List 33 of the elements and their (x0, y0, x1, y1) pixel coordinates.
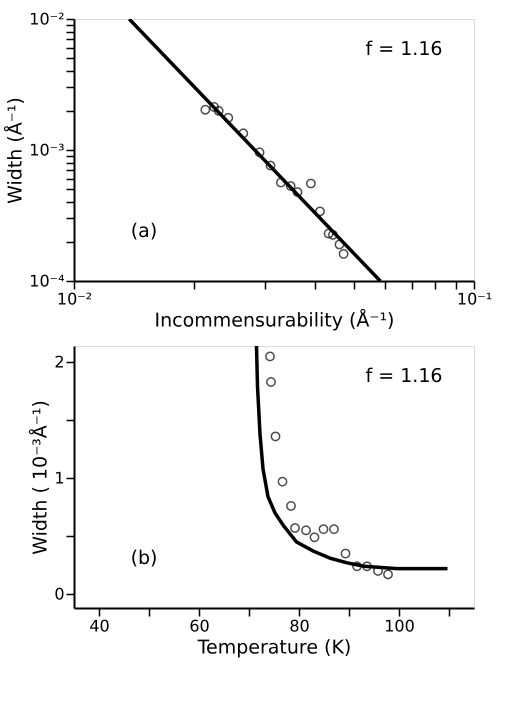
point (286, 501, 296, 511)
x-tick-label: 100 (384, 616, 415, 636)
x-tick-label: 60 (189, 616, 210, 636)
annotation: (b) (130, 547, 158, 569)
annotation: f = 1.16 (366, 38, 442, 60)
point (265, 352, 275, 362)
point (290, 523, 300, 533)
y-tick-label: 1 (54, 468, 64, 488)
y-axis-title: Width ( 10⁻³Å⁻¹) (28, 400, 52, 555)
point (301, 525, 311, 536)
x-tick-label: 10⁻¹ (456, 290, 492, 308)
point (310, 532, 320, 542)
annotation: f = 1.16 (366, 365, 442, 387)
x-tick-label: 40 (89, 616, 110, 636)
point (278, 476, 288, 487)
point (318, 524, 328, 534)
x-axis-title: Incommensurability (Å⁻¹) (154, 308, 394, 332)
point (270, 432, 280, 442)
point (340, 548, 350, 558)
point (266, 377, 276, 387)
y-tick-label: 10⁻³ (29, 140, 64, 160)
y-tick-label: 10⁻⁴ (29, 272, 64, 290)
y-tick-label: 0 (54, 584, 64, 604)
point (383, 569, 393, 580)
x-tick-label: 80 (289, 616, 310, 636)
x-axis-title: Temperature (K) (196, 636, 352, 658)
annotation: (a) (130, 220, 158, 242)
point (352, 561, 362, 572)
y-axis-title: Width (Å⁻¹) (3, 97, 26, 204)
y-tick-label: 2 (54, 352, 64, 372)
y-tick-label: 10⁻² (29, 10, 64, 28)
point (329, 524, 339, 534)
point (362, 561, 372, 572)
